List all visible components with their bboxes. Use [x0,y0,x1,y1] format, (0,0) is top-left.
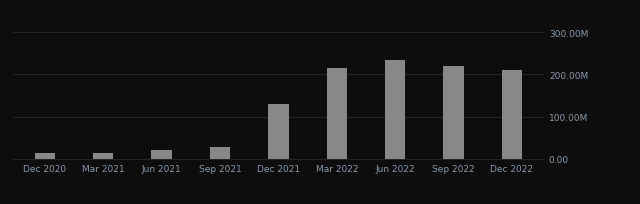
Bar [326,69,347,159]
Bar [210,147,230,159]
Bar [444,67,464,159]
Bar [152,150,172,159]
Bar [385,60,405,159]
Bar [502,71,522,159]
Bar [93,154,113,159]
Bar [268,104,289,159]
Bar [35,153,55,159]
